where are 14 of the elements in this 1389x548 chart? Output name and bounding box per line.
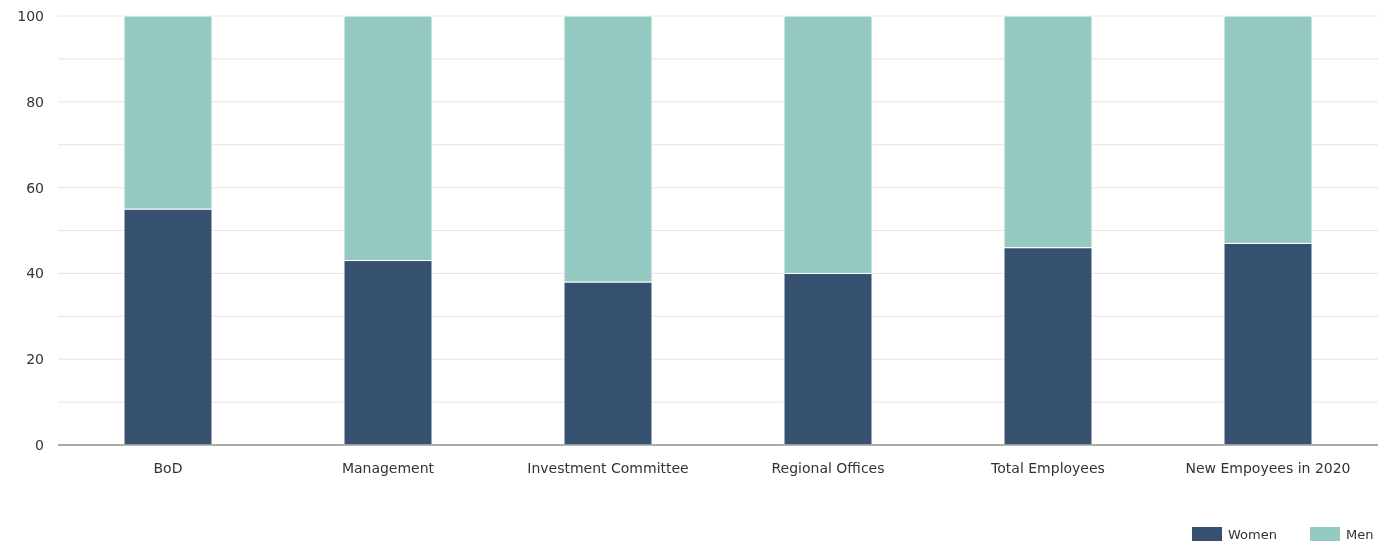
y-tick-label: 20 (26, 351, 44, 368)
x-tick-label: Regional Offices (771, 460, 885, 476)
x-tick-label: BoD (153, 460, 183, 476)
y-tick-label: 80 (26, 93, 44, 110)
y-tick-label: 60 (26, 179, 44, 196)
y-tick-label: 0 (35, 436, 44, 453)
x-tick-label: Management (341, 460, 435, 476)
x-tick-label: Total Employees (990, 460, 1105, 476)
legend-label: Women (1228, 527, 1277, 542)
y-tick-label: 40 (26, 265, 44, 282)
y-tick-label: 100 (17, 7, 44, 24)
legend-label: Men (1346, 527, 1374, 542)
x-tick-label: Investment Committee (527, 460, 689, 476)
x-tick-label: New Empoyees in 2020 (1185, 460, 1351, 476)
